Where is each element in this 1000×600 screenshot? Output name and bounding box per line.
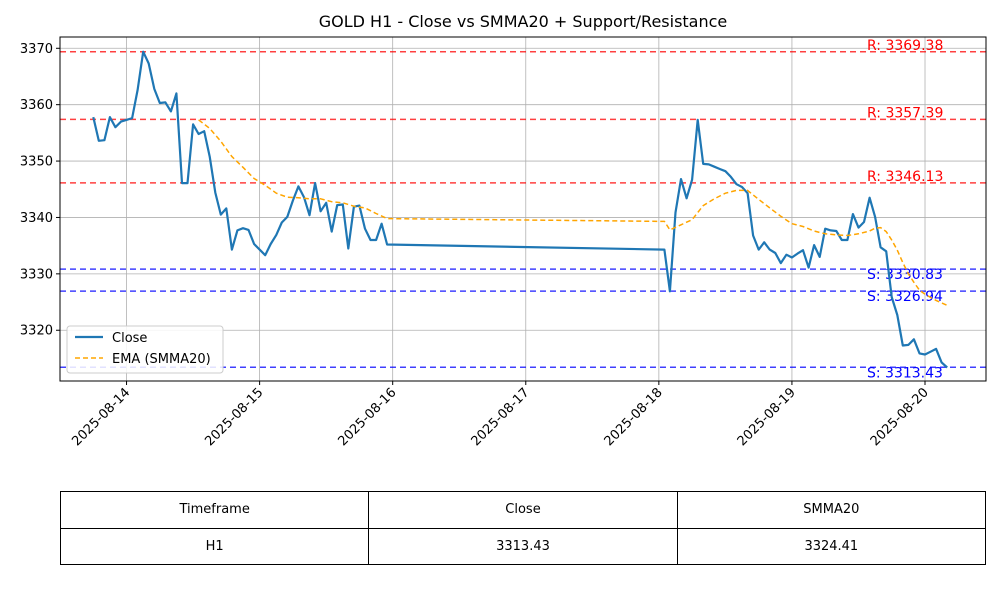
table-cell-smma20: 3324.41: [676, 527, 987, 565]
plot-frame: [59, 36, 987, 382]
grid: [60, 37, 986, 381]
support-label: S: 3326.94: [867, 289, 943, 305]
support-label: S: 3313.43: [867, 365, 943, 381]
x-tick-label: 2025-08-14: [69, 385, 133, 449]
legend-label-close: Close: [112, 331, 147, 346]
x-tick-label: 2025-08-20: [868, 385, 932, 449]
x-tick-label: 2025-08-19: [735, 385, 799, 449]
legend-box: [66, 325, 224, 374]
resistance-label: R: 3369.38: [867, 38, 943, 54]
x-tick-label: 2025-08-17: [469, 385, 533, 449]
resistance-label: R: 3357.39: [867, 105, 943, 121]
table-row: H1 3313.43 3324.41: [59, 527, 987, 565]
y-tick-label: 3370: [20, 42, 53, 57]
chart-title: GOLD H1 - Close vs SMMA20 + Support/Resi…: [319, 12, 728, 31]
table-cell-timeframe: H1: [59, 527, 370, 565]
resistance-label: R: 3346.13: [867, 169, 943, 185]
table-cell-close: 3313.43: [368, 527, 678, 565]
x-tick-label: 2025-08-15: [202, 385, 266, 449]
y-tick-label: 3340: [20, 211, 53, 226]
close-series-line: [92, 50, 948, 369]
y-tick-label: 3350: [20, 155, 53, 170]
legend: Close EMA (SMMA20): [66, 325, 224, 374]
x-tick-label: 2025-08-18: [602, 385, 666, 449]
legend-label-smma20: EMA (SMMA20): [112, 352, 211, 367]
y-tick-label: 3330: [20, 267, 53, 282]
table-header-cell: SMMA20: [676, 491, 987, 529]
table-header-cell: Timeframe: [59, 491, 370, 529]
y-tick-label: 3320: [20, 324, 53, 339]
x-tick-label: 2025-08-16: [335, 385, 399, 449]
support-resistance-levels: R: 3369.38 R: 3357.39 R: 3346.13 S: 3330.83…: [60, 38, 986, 381]
summary-table: Timeframe Close SMMA20 H1 3313.43 3324.4…: [59, 491, 987, 565]
table-header-cell: Close: [368, 491, 678, 529]
support-label: S: 3330.83: [867, 267, 943, 283]
y-tick-label: 3360: [20, 98, 53, 113]
smma20-series-line: [198, 119, 948, 307]
table-header-row: Timeframe Close SMMA20: [59, 491, 987, 529]
series-layer: [92, 50, 948, 369]
